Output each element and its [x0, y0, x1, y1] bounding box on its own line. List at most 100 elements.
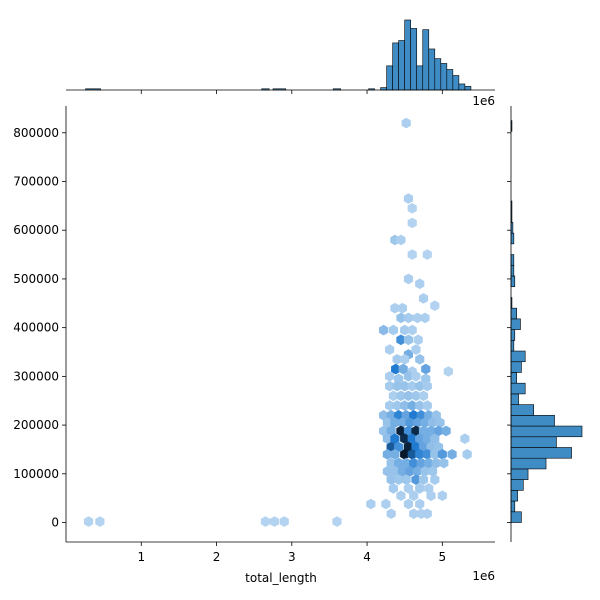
hexbin-106 — [400, 449, 410, 460]
hexbin-51 — [415, 380, 425, 392]
hexbin-81 — [386, 425, 396, 437]
hexbin-124 — [397, 466, 408, 477]
hexbin-22 — [412, 312, 423, 324]
hexbin-114 — [386, 457, 396, 469]
x-axis-label: total_length — [245, 571, 317, 585]
marginal-y-bar-1 — [510, 500, 516, 513]
hexbin-36 — [415, 354, 425, 365]
hexbin-0 — [83, 516, 94, 527]
hexbin-135 — [388, 483, 398, 494]
x-tick-label-2: 3 — [288, 550, 296, 564]
hexbin-105 — [390, 449, 400, 460]
marginal-x-bar-15 — [440, 63, 448, 91]
hexbin-23 — [420, 312, 430, 324]
hexbin-54 — [396, 390, 406, 402]
hexbin-60 — [400, 400, 410, 411]
top-marginal-ticks — [140, 90, 443, 94]
marginal-y-bar-16 — [510, 340, 515, 352]
hexbin-63 — [422, 400, 432, 411]
hexbin-147 — [386, 508, 396, 520]
hexbin-130 — [394, 474, 404, 485]
hexbin-17 — [430, 300, 440, 312]
marginal-y-bar-6 — [510, 447, 572, 459]
marginal-y-histogram — [510, 120, 583, 523]
marginal-y-bar-14 — [510, 361, 522, 373]
hexbin-125 — [405, 466, 415, 477]
hexbin-28 — [396, 334, 406, 346]
marginal-y-bar-23 — [510, 254, 515, 266]
hexbin-layer — [83, 117, 472, 527]
hexbin-142 — [437, 490, 447, 502]
marginal-y-bar-3 — [510, 479, 524, 491]
marginal-y-bar-7 — [510, 436, 557, 448]
hexbin-100 — [411, 441, 421, 453]
hexbin-113 — [462, 449, 472, 460]
hexbin-25 — [388, 324, 398, 336]
hexbin-143 — [366, 498, 376, 510]
hexbin-104 — [382, 449, 392, 460]
hexbin-31 — [385, 344, 395, 355]
hexbin-121 — [439, 457, 449, 469]
hexbin-6 — [401, 117, 411, 129]
hexbin-102 — [426, 441, 436, 453]
marginal-x-bar-7 — [392, 42, 399, 91]
hexbin-79 — [435, 417, 445, 428]
hexbin-107 — [407, 449, 417, 460]
x-tick-label-3: 4 — [363, 550, 371, 564]
hexbin-84 — [411, 425, 421, 437]
hexbin-128 — [427, 466, 438, 477]
marginal-y-bar-10 — [510, 404, 535, 416]
hexbin-66 — [394, 410, 404, 421]
marginal-y-bar-11 — [510, 393, 519, 405]
marginal-y-bar-9 — [510, 415, 555, 427]
hexbin-109 — [422, 449, 432, 460]
hexbin-92 — [407, 433, 417, 445]
hexbin-98 — [394, 441, 404, 453]
marginal-x-bar-14 — [434, 58, 442, 91]
x-tick-label-0: 1 — [137, 550, 145, 564]
hexbin-87 — [433, 425, 444, 437]
hexbin-65 — [386, 410, 396, 421]
hexbin-3 — [269, 516, 280, 527]
y-tick-label-6: 600000 — [13, 223, 59, 237]
hexbin-96 — [460, 433, 470, 445]
hexbin-18 — [390, 302, 400, 314]
marginal-x-bar-9 — [404, 19, 412, 91]
hexbin-73 — [390, 417, 400, 428]
hexbin-122 — [382, 466, 392, 477]
hexbin-111 — [437, 449, 447, 460]
right-marginal-ticks — [507, 132, 511, 523]
hexbin-126 — [412, 466, 423, 477]
hexbin-43 — [403, 371, 414, 382]
marginal-y-bar-12 — [510, 382, 526, 395]
marginal-x-bar-12 — [422, 29, 430, 91]
hexbin-49 — [400, 380, 410, 392]
hexbin-118 — [416, 457, 426, 469]
y-tick-label-5: 500000 — [13, 272, 59, 286]
marginal-y-bar-0 — [510, 511, 522, 523]
marginal-y-bar-18 — [510, 318, 521, 330]
hexbin-115 — [394, 457, 404, 469]
hexbin-40 — [421, 363, 431, 375]
hexbin-136 — [403, 483, 414, 494]
hexbin-19 — [397, 302, 408, 314]
main-axis-ticks: 1 2 3 4 5 0 100000 200000 300000 400000 500000 6000… — [13, 126, 446, 564]
hexbin-119 — [424, 457, 434, 469]
y-tick-label-8: 800000 — [13, 126, 59, 140]
x-tick-label-4: 5 — [438, 550, 446, 564]
marginal-x-bar-6 — [386, 65, 393, 91]
hexbin-145 — [403, 498, 414, 510]
marginal-y-bar-8 — [510, 425, 583, 438]
hexbin-61 — [407, 400, 417, 411]
hexbin-137 — [415, 483, 425, 494]
y-tick-label-2: 200000 — [13, 418, 59, 432]
hexbin-41 — [385, 371, 395, 382]
hexbin-47 — [385, 380, 395, 392]
hexbin-34 — [392, 354, 402, 365]
hexbin-7 — [403, 193, 414, 204]
hexbin-90 — [390, 433, 400, 445]
hexbin-140 — [409, 490, 419, 502]
hexbin-91 — [400, 433, 410, 445]
hexbin-70 — [424, 410, 434, 421]
